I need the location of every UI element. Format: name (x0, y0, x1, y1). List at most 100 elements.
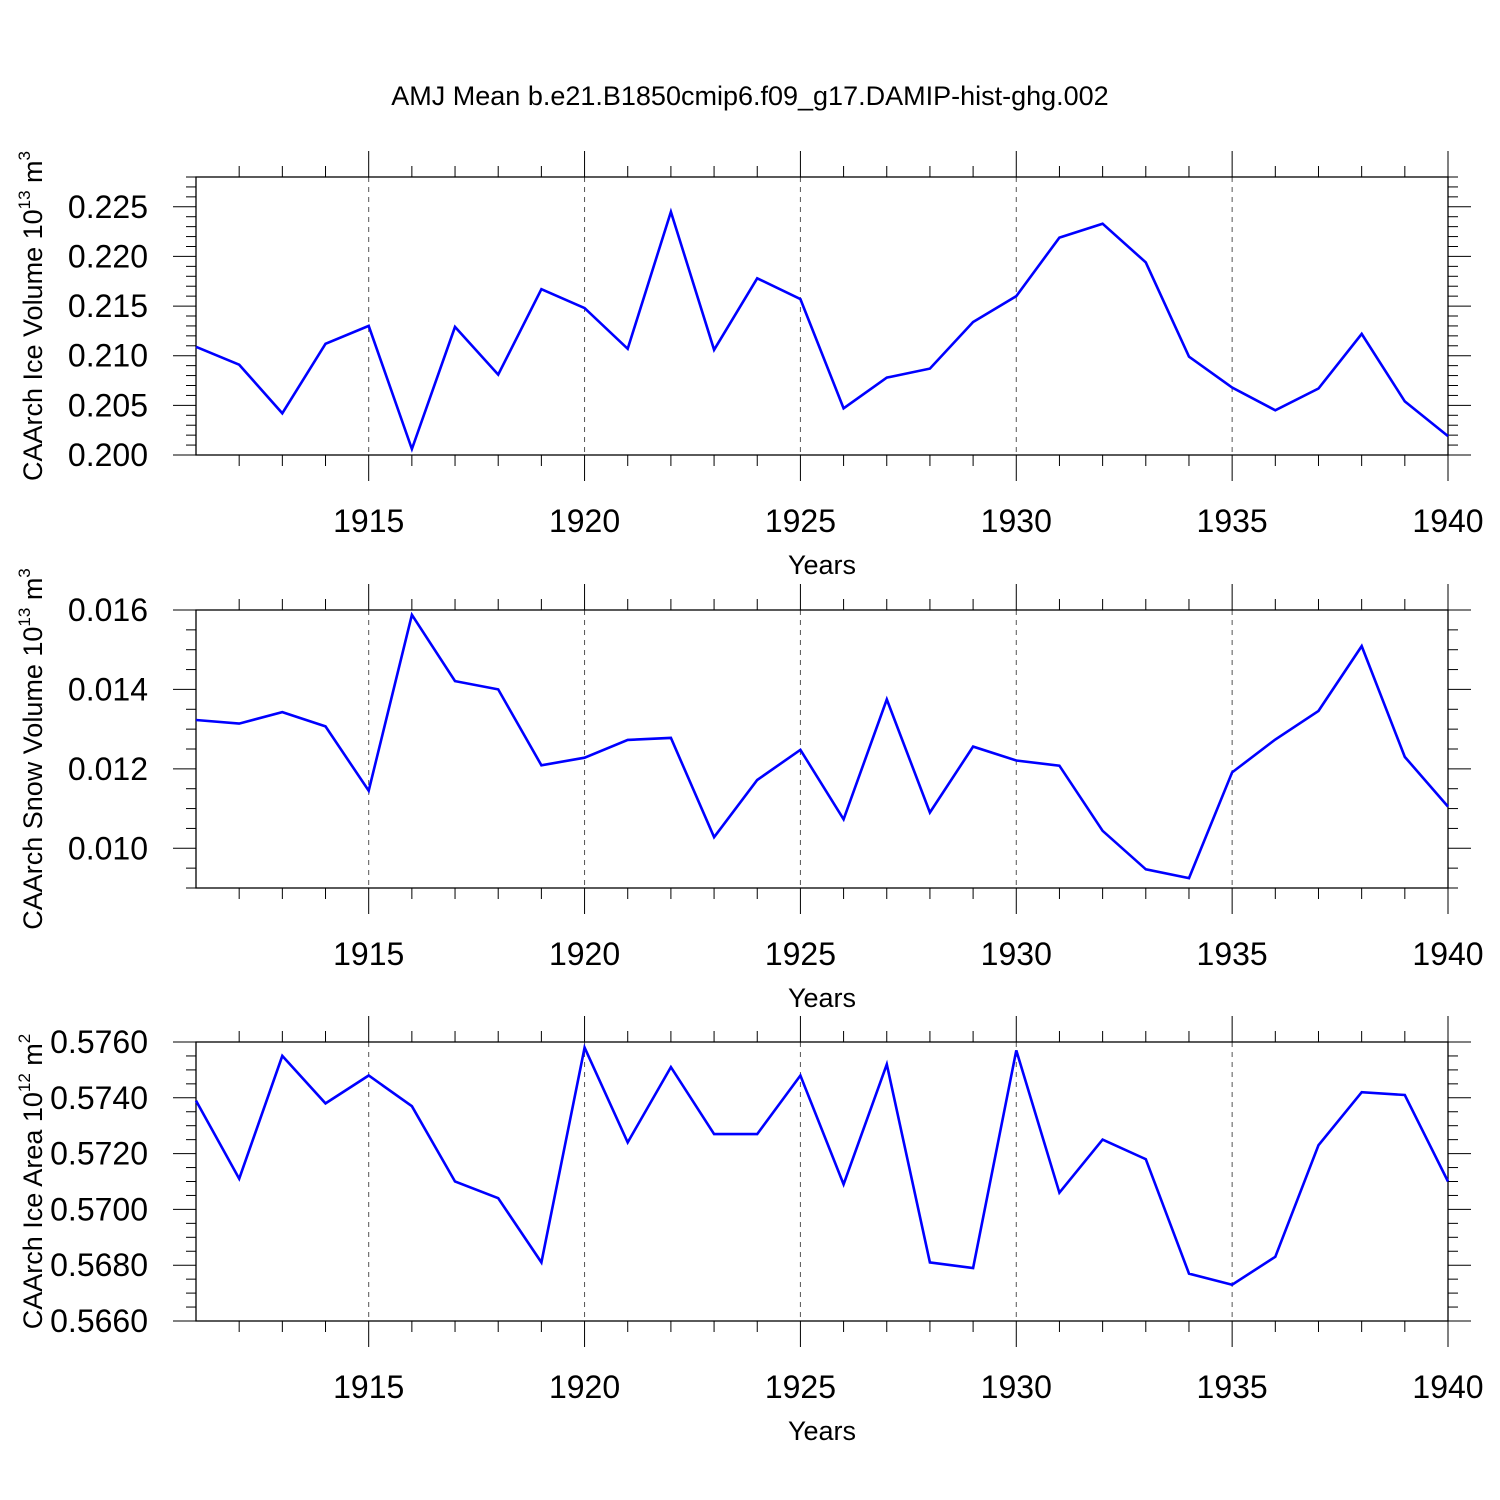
data-point (929, 368, 931, 370)
data-point (540, 764, 542, 766)
x-tick-label: 1940 (1412, 936, 1483, 972)
x-tick-label: 1930 (981, 936, 1052, 972)
data-point (1188, 1273, 1190, 1275)
data-point (886, 1063, 888, 1065)
chart-title: AMJ Mean b.e21.B1850cmip6.f09_g17.DAMIP-… (391, 81, 1108, 111)
data-point (886, 698, 888, 700)
data-point (627, 739, 629, 741)
data-point (1231, 771, 1233, 773)
data-point (497, 374, 499, 376)
y-tick-label: 0.010 (68, 830, 148, 866)
data-point (627, 348, 629, 350)
x-tick-label: 1940 (1412, 1369, 1483, 1405)
data-point (929, 812, 931, 814)
data-point (1231, 1284, 1233, 1286)
data-point (1404, 400, 1406, 402)
data-point (540, 288, 542, 290)
data-point (238, 1178, 240, 1180)
data-point (411, 448, 413, 450)
data-point (756, 1133, 758, 1135)
data-point (886, 377, 888, 379)
y-tick-label: 0.210 (68, 338, 148, 374)
y-axis-label: CAArch Ice Area 1012 m2 (15, 1034, 48, 1330)
data-point (1274, 409, 1276, 411)
data-point (713, 349, 715, 351)
data-point (497, 1197, 499, 1199)
data-point (497, 688, 499, 690)
x-tick-label: 1915 (333, 1369, 404, 1405)
data-point (584, 1047, 586, 1049)
data-point (713, 1133, 715, 1135)
data-point (1231, 386, 1233, 388)
series-line (194, 1043, 1450, 1287)
data-point (670, 1066, 672, 1068)
data-point (670, 211, 672, 213)
data-point (1015, 1049, 1017, 1051)
data-point (1274, 738, 1276, 740)
y-tick-label: 0.5720 (50, 1136, 148, 1172)
panel-1: 1915 1920 1925 1930 1935 1940 0.200 0.205 0.210 0… (15, 151, 1484, 580)
data-point (584, 307, 586, 309)
x-tick-label: 1925 (765, 1369, 836, 1405)
data-point (411, 614, 413, 616)
data-point (584, 757, 586, 759)
y-tick-label: 0.200 (68, 437, 148, 473)
x-tick-label: 1925 (765, 503, 836, 539)
data-point (1145, 261, 1147, 263)
data-point (843, 1183, 845, 1185)
data-point (1447, 1181, 1449, 1183)
data-point (195, 719, 197, 721)
data-point (1274, 1256, 1276, 1258)
plot-frame (195, 176, 1449, 456)
data-point (627, 1141, 629, 1143)
y-axis-label-text: CAArch Snow Volume 10 (18, 627, 48, 930)
y-tick-label: 0.5760 (50, 1024, 148, 1060)
x-tick-label: 1935 (1197, 1369, 1268, 1405)
data-point (799, 749, 801, 751)
data-point (843, 818, 845, 820)
data-point (325, 343, 327, 345)
y-axis-label-exponent: 12 (15, 1073, 34, 1092)
x-tick-label: 1935 (1197, 503, 1268, 539)
data-point (756, 779, 758, 781)
y-tick-label: 0.220 (68, 238, 148, 274)
data-point (1188, 877, 1190, 879)
data-point (540, 1261, 542, 1263)
y-tick-label: 0.5700 (50, 1191, 148, 1227)
data-point (368, 790, 370, 792)
data-point (972, 746, 974, 748)
y-axis-label-unit-exponent: 3 (15, 568, 34, 577)
data-point (1102, 1139, 1104, 1141)
x-tick-label: 1940 (1412, 503, 1483, 539)
data-point (1102, 830, 1104, 832)
data-point (1404, 756, 1406, 758)
data-point (799, 298, 801, 300)
y-tick-label: 0.5680 (50, 1247, 148, 1283)
chart-panels: 1915 1920 1925 1930 1935 1940 0.200 0.205 0.210 0… (15, 151, 1484, 1446)
y-axis-label-unit-exponent: 3 (15, 151, 34, 160)
y-axis-label: CAArch Ice Volume 1013 m3 (15, 151, 48, 481)
data-point (238, 364, 240, 366)
y-axis-label-unit: m (18, 1043, 48, 1073)
y-tick-label: 0.014 (68, 671, 148, 707)
data-point (1015, 295, 1017, 297)
y-axis-label-text: CAArch Ice Volume 10 (18, 209, 48, 481)
data-point (195, 346, 197, 348)
data-point (713, 836, 715, 838)
y-axis-label-exponent: 13 (15, 608, 34, 627)
x-tick-label: 1930 (981, 503, 1052, 539)
data-point (368, 325, 370, 327)
data-point (756, 277, 758, 279)
data-point (799, 1074, 801, 1076)
x-tick-label: 1915 (333, 503, 404, 539)
data-point (454, 1181, 456, 1183)
data-point (1317, 387, 1319, 389)
data-point (454, 680, 456, 682)
x-axis-label: Years (788, 983, 856, 1013)
data-point (670, 737, 672, 739)
y-axis-label-text: CAArch Ice Area 10 (18, 1092, 48, 1329)
panel-3: 1915 1920 1925 1930 1935 1940 0.5660 0.5680 0.57… (15, 1016, 1484, 1446)
x-tick-label: 1915 (333, 936, 404, 972)
y-tick-label: 0.5740 (50, 1080, 148, 1116)
data-point (325, 1102, 327, 1104)
